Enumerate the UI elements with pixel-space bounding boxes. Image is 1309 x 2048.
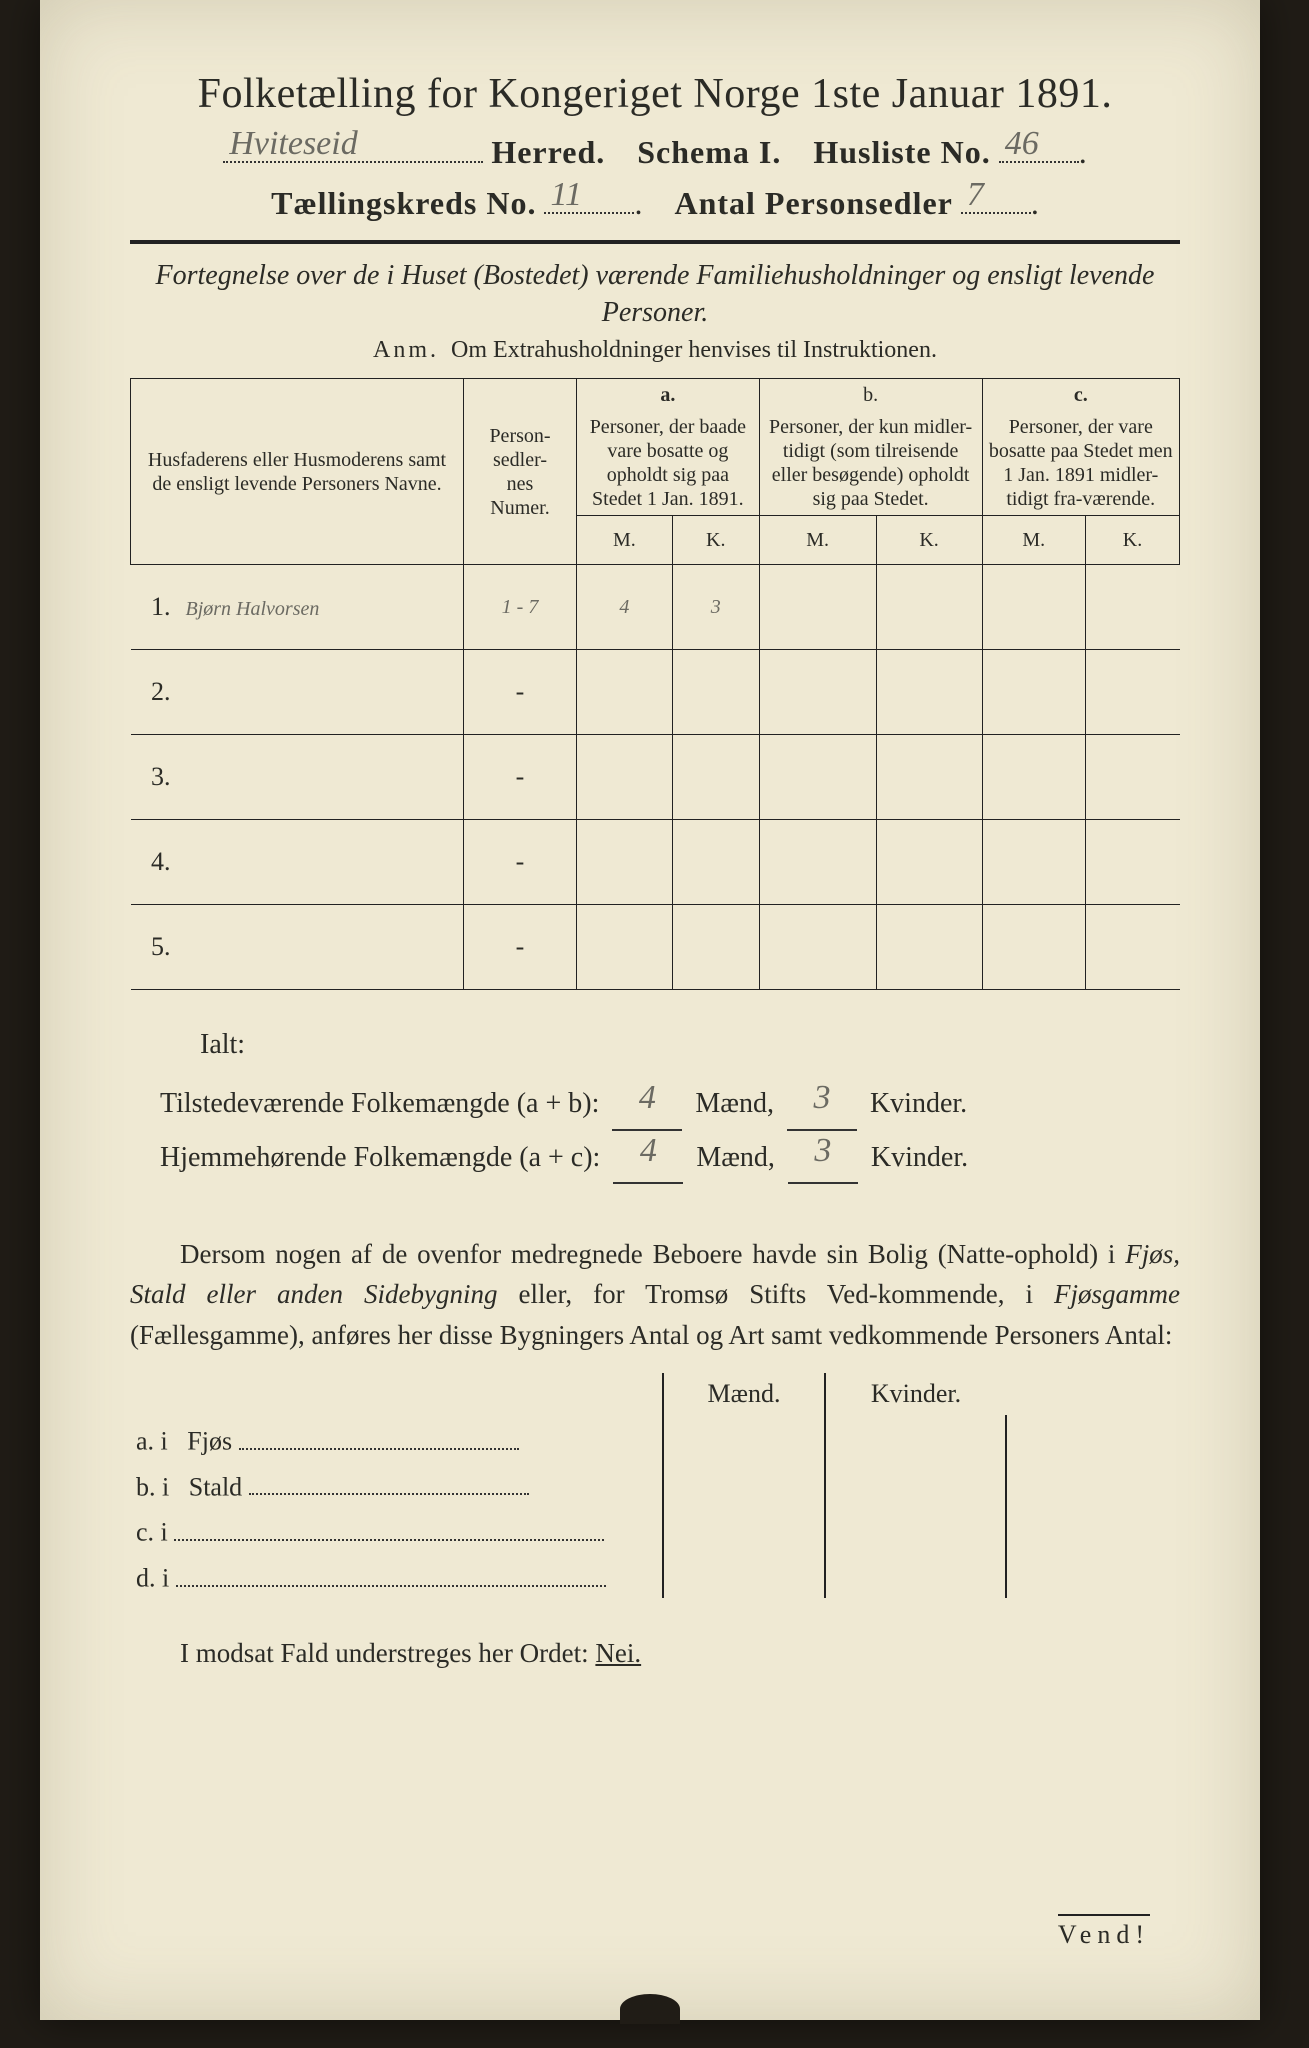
cell-name: 3. [131, 735, 464, 820]
husliste-field: 46 [999, 126, 1079, 163]
mini-head-maend: Mænd. [663, 1373, 825, 1415]
cell-name: 5. [131, 905, 464, 990]
building-table: Mænd. Kvinder. a. i Fjøs b. i Stald c. i… [130, 1373, 1180, 1597]
col-head-b: Personer, der kun midler-tidigt (som til… [759, 411, 982, 516]
vend-label: Vend! [1058, 1914, 1150, 1950]
antal-field: 7 [961, 177, 1031, 214]
col-a-k: K. [672, 516, 759, 565]
cell-name: 2. [131, 650, 464, 735]
schema-label: Schema I. [637, 134, 781, 170]
census-form-paper: Folketælling for Kongeriget Norge 1ste J… [40, 0, 1260, 2020]
cell-nums: - [464, 820, 577, 905]
husliste-label: Husliste No. [813, 134, 990, 170]
kreds-field: 11 [544, 177, 634, 214]
col-head-a: Personer, der baade vare bosatte og opho… [577, 411, 760, 516]
table-row: 1. Bjørn Halvorsen 1 - 7 4 3 [131, 565, 1180, 650]
paper-tear [620, 1994, 680, 2024]
cell-nums: 1 - 7 [464, 565, 577, 650]
cell-a-m: 4 [577, 565, 673, 650]
header-line-2: Tællingskreds No. 11 . Antal Personsedle… [130, 177, 1180, 222]
col-b-m: M. [759, 516, 876, 565]
col-head-names: Husfaderens eller Husmoderens samt de en… [131, 379, 464, 565]
hjemme-line: Hjemmehørende Folkemængde (a + c): 4 Mæn… [160, 1131, 1180, 1184]
census-table: Husfaderens eller Husmoderens samt de en… [130, 378, 1180, 990]
col-a-m: M. [577, 516, 673, 565]
anm-prefix: Anm. [373, 337, 439, 363]
cell-b-k [876, 565, 982, 650]
hjemme-m-field: 4 [613, 1150, 683, 1184]
mini-row: d. i [130, 1552, 1180, 1598]
census-tbody: 1. Bjørn Halvorsen 1 - 7 4 3 2. - 3. - [131, 565, 1180, 990]
divider-rule [130, 240, 1180, 244]
form-subtitle: Fortegnelse over de i Huset (Bostedet) v… [150, 258, 1160, 331]
cell-c-m [982, 565, 1086, 650]
herred-field: Hviteseid [223, 126, 483, 163]
nei-line: I modsat Fald understreges her Ordet: Ne… [130, 1638, 1180, 1669]
herred-value: Hviteseid [229, 125, 357, 163]
husliste-value: 46 [1005, 125, 1039, 163]
cell-name: 4. [131, 820, 464, 905]
table-row: 4. - [131, 820, 1180, 905]
mini-row: b. i Stald [130, 1461, 1180, 1507]
kreds-value: 11 [550, 176, 581, 214]
cell-a-k: 3 [672, 565, 759, 650]
anm-text: Om Extrahusholdninger henvises til Instr… [451, 337, 937, 363]
col-head-c-top: c. [982, 379, 1179, 412]
col-head-b-top: b. [759, 379, 982, 412]
totals-block: Ialt: Tilstedeværende Folkemængde (a + b… [130, 1018, 1180, 1184]
col-head-a-top: a. [577, 379, 760, 412]
antal-label: Antal Personsedler [674, 185, 952, 221]
nei-word: Nei. [595, 1638, 641, 1668]
cell-nums: - [464, 735, 577, 820]
anm-note: Anm. Om Extrahusholdninger henvises til … [130, 337, 1180, 364]
mini-row: c. i [130, 1506, 1180, 1552]
cell-nums: - [464, 650, 577, 735]
hjemme-k-field: 3 [788, 1150, 858, 1184]
building-paragraph: Dersom nogen af de ovenfor medregnede Be… [130, 1234, 1180, 1356]
herred-label: Herred. [491, 134, 605, 170]
header-line-1: Hviteseid Herred. Schema I. Husliste No.… [130, 126, 1180, 171]
table-row: 5. - [131, 905, 1180, 990]
antal-value: 7 [967, 176, 984, 214]
cell-nums: - [464, 905, 577, 990]
col-c-k: K. [1086, 516, 1180, 565]
cell-b-m [759, 565, 876, 650]
cell-name: 1. Bjørn Halvorsen [131, 565, 464, 650]
kreds-label: Tællingskreds No. [271, 185, 536, 221]
ialt-label: Ialt: [200, 1018, 1180, 1071]
form-title: Folketælling for Kongeriget Norge 1ste J… [130, 70, 1180, 118]
col-head-c: Personer, der vare bosatte paa Stedet me… [982, 411, 1179, 516]
mini-head-kvinder: Kvinder. [825, 1373, 1006, 1415]
col-head-nums: Person- sedler- nes Numer. [464, 379, 577, 565]
col-b-k: K. [876, 516, 982, 565]
table-row: 3. - [131, 735, 1180, 820]
table-row: 2. - [131, 650, 1180, 735]
mini-row: a. i Fjøs [130, 1415, 1180, 1461]
col-c-m: M. [982, 516, 1086, 565]
cell-c-k [1086, 565, 1180, 650]
